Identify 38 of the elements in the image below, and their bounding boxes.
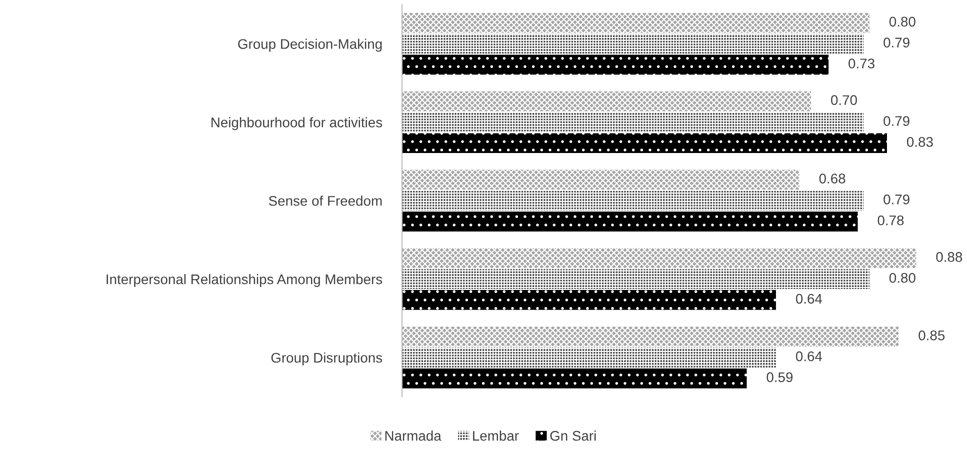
data-label: 0.79 [884,194,910,204]
legend-label: Narmada [385,430,442,441]
bar [402,12,870,33]
y-tick-label: Interpersonal Relationships Among Members [106,274,382,287]
y-tick-label: Sense of Freedom [268,196,382,206]
legend-label: Lembar [473,430,519,441]
bar [402,112,864,132]
bar [402,54,829,75]
bar [402,170,800,190]
data-label: 0.68 [819,174,846,184]
data-label: 0.85 [918,330,945,340]
data-label: 0.79 [884,38,910,48]
data-label: 0.78 [878,215,904,226]
data-label: 0.59 [766,372,793,382]
data-label: 0.80 [889,16,916,27]
legend-label: Gn Sari [550,430,596,441]
y-tick-label: Group Decision-Making [238,38,382,52]
data-label: 0.83 [906,137,933,147]
bar [402,133,887,154]
bar [402,91,812,112]
bar [402,34,864,54]
data-label: 0.64 [796,351,822,362]
data-label: 0.79 [884,116,910,126]
y-tick-label: Neighbourhood for activities [212,117,382,130]
y-tick-label: Group Disruptions [271,352,382,366]
bar [402,190,864,211]
bar [402,368,747,388]
bar [402,290,776,310]
bar [402,269,870,290]
bar [402,248,916,268]
data-label: 0.88 [936,252,962,262]
data-label: 0.70 [831,95,857,106]
bar [402,348,776,368]
data-label: 0.80 [889,272,916,283]
bar [402,326,899,347]
bar [402,212,858,232]
data-label: 0.64 [796,294,822,304]
data-label: 0.73 [848,58,874,68]
